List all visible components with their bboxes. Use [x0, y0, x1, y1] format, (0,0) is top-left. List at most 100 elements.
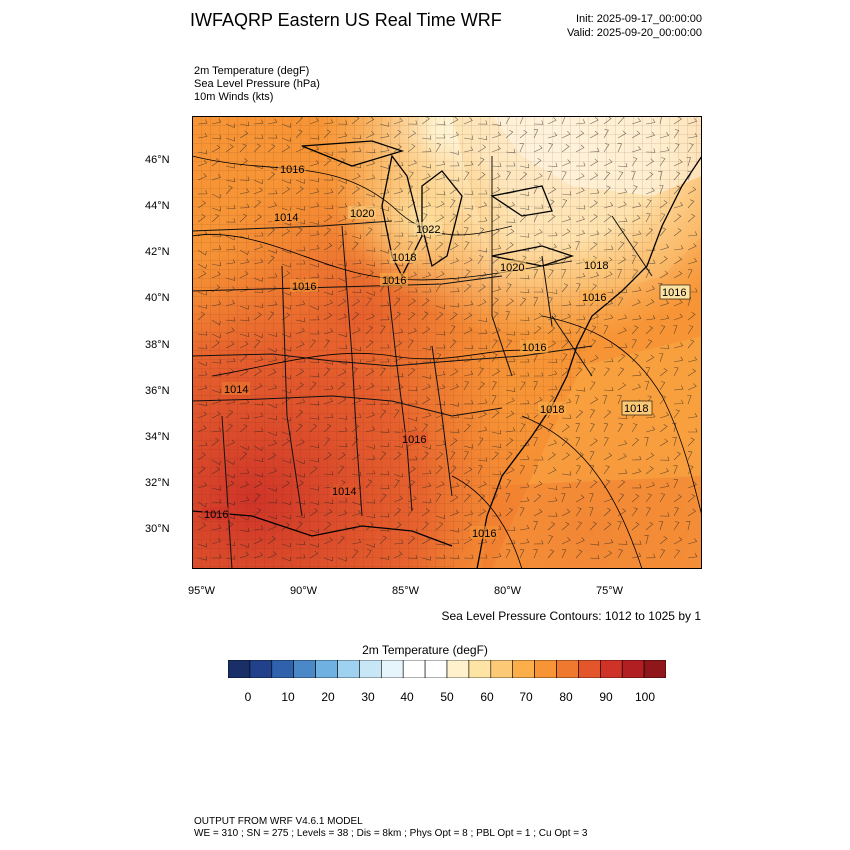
wind-barb [687, 186, 697, 195]
wind-barb [533, 204, 544, 209]
wind-barb [505, 116, 511, 125]
wind-barb [631, 437, 640, 447]
wind-barb [463, 326, 473, 335]
wind-barb [547, 162, 558, 167]
wind-barb [519, 413, 530, 419]
wind-barb [281, 417, 291, 422]
wind-barb [463, 241, 470, 251]
wind-barb [435, 493, 442, 503]
wind-barb [365, 513, 376, 519]
wind-barb [547, 370, 558, 377]
wind-barb [323, 328, 334, 335]
svg-text:1016: 1016 [280, 164, 304, 176]
wind-barb [323, 339, 330, 349]
wind-barb [519, 316, 530, 321]
wind-barb [645, 521, 654, 531]
wind-barb [351, 359, 362, 364]
wind-barb [491, 186, 501, 195]
wind-barb [631, 484, 642, 489]
wind-barb [617, 314, 628, 321]
pressure-label: 1014 [272, 210, 300, 224]
colorbar-label: 10 [281, 690, 295, 704]
wind-barb [575, 173, 585, 181]
wind-barb [421, 383, 431, 391]
wind-barb [561, 269, 567, 279]
wind-barb [659, 467, 669, 475]
wind-barb [267, 356, 278, 363]
wind-barb [379, 315, 390, 321]
lat-tick: 42°N [145, 246, 170, 258]
wind-barb [281, 179, 291, 184]
wind-barb [421, 186, 431, 195]
wind-barb [685, 520, 691, 531]
wind-barb [617, 241, 625, 251]
wind-barb [295, 513, 306, 519]
wind-barb [379, 249, 389, 254]
wind-barb [310, 330, 320, 335]
wind-barb [659, 325, 666, 335]
wind-barb [505, 283, 512, 293]
wind-barb [253, 480, 263, 489]
colorbar-label: 0 [244, 690, 252, 704]
wind-barb [239, 143, 247, 153]
wind-barb [309, 305, 319, 311]
wind-barb [617, 288, 628, 294]
wind-barb [407, 171, 414, 181]
wind-barb [561, 414, 572, 419]
wind-barb [589, 381, 596, 391]
wind-barb [491, 409, 500, 419]
pressure-label: 1020 [348, 206, 376, 220]
wind-barb [435, 465, 443, 475]
wind-barb [379, 409, 387, 419]
wind-barb [477, 201, 488, 209]
wind-barb [197, 452, 206, 461]
wind-barb [659, 411, 670, 419]
wind-barb [267, 171, 276, 181]
wind-barb [239, 423, 248, 433]
wind-barb [687, 171, 693, 181]
wind-barb [478, 554, 488, 559]
wind-barb [617, 549, 623, 559]
wind-barb [197, 522, 207, 531]
wind-barb [505, 451, 513, 461]
wind-barb [603, 423, 609, 433]
wind-barb [519, 441, 530, 447]
wind-barb [337, 344, 348, 349]
wind-barb [225, 185, 233, 195]
wind-barb [463, 444, 474, 449]
wind-barb [421, 288, 432, 293]
wind-barb [533, 213, 539, 223]
wind-barb [533, 241, 542, 251]
wind-barb [393, 451, 402, 461]
wind-barb [645, 199, 652, 209]
wind-barb [435, 370, 446, 377]
wind-barb [393, 340, 403, 349]
wind-barb [253, 493, 261, 503]
wind-barb [547, 423, 554, 433]
wind-barb [477, 299, 487, 307]
wind-barb [533, 129, 539, 139]
wind-barb [658, 521, 664, 531]
wind-barb [421, 444, 431, 450]
wind-barb [659, 344, 670, 349]
wind-barb [631, 507, 638, 517]
wind-barb [239, 258, 250, 265]
wind-barb [253, 143, 262, 153]
wind-barb [506, 162, 516, 167]
wind-barb [673, 228, 682, 237]
colorbar-label: 90 [599, 690, 613, 704]
wind-barb [225, 459, 235, 465]
wind-barb [323, 437, 331, 447]
wind-barb [267, 249, 277, 254]
colorbar-title: 2m Temperature (degF) [362, 643, 488, 657]
wind-barb [491, 443, 502, 448]
wind-barb [575, 521, 583, 531]
valid-time: Valid: 2025-09-20_00:00:00 [567, 27, 702, 39]
wind-barb [617, 540, 628, 545]
wind-barb [603, 228, 612, 237]
wind-barb [631, 286, 642, 293]
wind-barb [436, 134, 446, 139]
wind-barb [365, 218, 376, 223]
wind-barb [365, 411, 375, 419]
wind-barb [645, 466, 654, 475]
